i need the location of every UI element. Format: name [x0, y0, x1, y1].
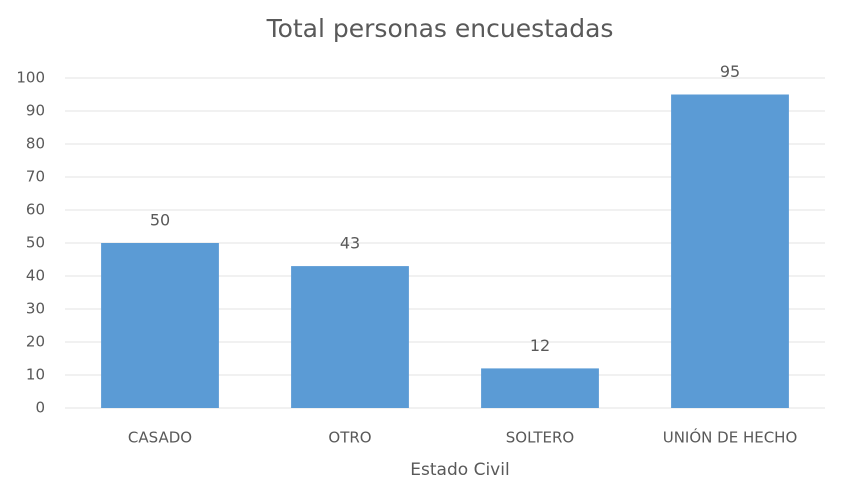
data-label: 50 [150, 211, 170, 230]
y-tick-label: 50 [26, 234, 45, 252]
data-label: 12 [530, 336, 550, 355]
x-tick-label: SOLTERO [506, 429, 575, 447]
y-tick-label: 40 [26, 267, 45, 285]
y-tick-label: 60 [26, 201, 45, 219]
bar [481, 368, 599, 408]
data-label: 43 [340, 234, 360, 253]
y-tick-label: 70 [26, 168, 45, 186]
x-tick-label: CASADO [128, 429, 192, 447]
chart-title: Total personas encuestadas [266, 14, 614, 43]
data-label: 95 [720, 62, 740, 81]
y-tick-label: 100 [16, 69, 45, 87]
bar [101, 243, 219, 408]
y-tick-label: 10 [26, 366, 45, 384]
x-tick-label: UNIÓN DE HECHO [663, 428, 798, 447]
y-tick-label: 30 [26, 300, 45, 318]
y-tick-label: 90 [26, 102, 45, 120]
bar [291, 266, 409, 408]
y-tick-label: 0 [35, 399, 45, 417]
x-tick-label: OTRO [328, 429, 371, 447]
bar [671, 94, 789, 408]
x-axis-label: Estado Civil [410, 460, 509, 480]
y-tick-label: 20 [26, 333, 45, 351]
y-tick-label: 80 [26, 135, 45, 153]
